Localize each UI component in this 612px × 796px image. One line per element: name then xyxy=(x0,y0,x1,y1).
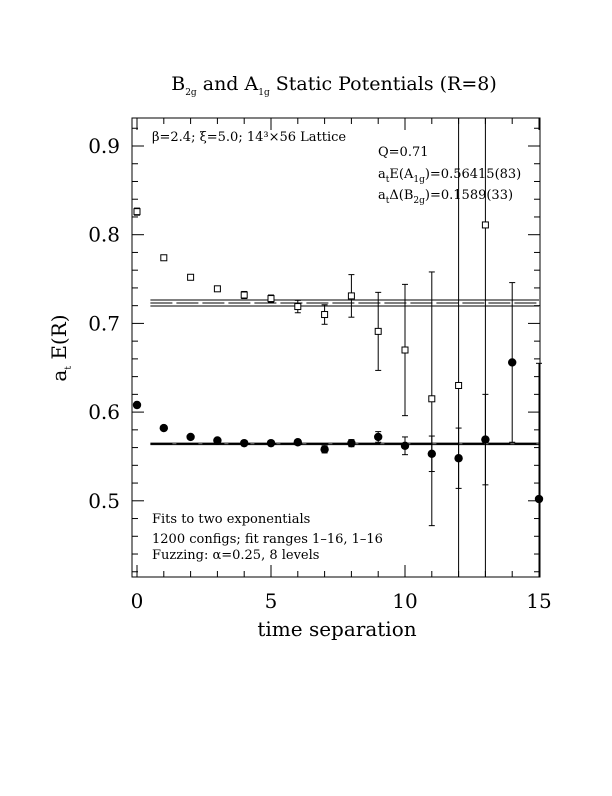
y-tick-label: 0.6 xyxy=(88,400,120,424)
b2g-point xyxy=(187,273,195,281)
lattice-annotation: β=2.4; ξ=5.0; 14³×56 Lattice xyxy=(152,130,346,145)
q-annotation: Q=0.71 xyxy=(378,145,429,160)
x-tick-label: 10 xyxy=(392,589,417,613)
plot-frame xyxy=(131,117,541,578)
b2g-point xyxy=(347,292,355,300)
error-bars xyxy=(134,118,542,577)
x-tick-label: 5 xyxy=(265,589,278,613)
title-sub1: 2g xyxy=(185,88,197,98)
delta-b2g-annotation: atΔ(B2g)=0.1589(33) xyxy=(378,188,513,206)
b2g-point xyxy=(294,303,302,311)
chart-title: B2g and A1g Static Potentials (R=8) xyxy=(171,73,497,98)
y-axis-title: at E(R) xyxy=(47,314,74,381)
b2g-point xyxy=(240,291,248,299)
b2g-point xyxy=(213,285,221,293)
y-axis-title-sub: t xyxy=(64,366,74,370)
a1g-point xyxy=(132,400,142,410)
title-prefix: B xyxy=(171,73,185,95)
y-tick-label: 0.9 xyxy=(88,134,120,158)
a1g-point xyxy=(186,432,195,442)
a1g-point xyxy=(481,435,490,444)
x-axis-title: time separation xyxy=(257,617,416,641)
b2g-point xyxy=(428,395,436,403)
a1g-point xyxy=(400,441,410,451)
a1g-point xyxy=(240,438,249,448)
y-tick-label: 0.8 xyxy=(88,223,120,247)
fuzzing-annotation: Fuzzing: α=0.25, 8 levels xyxy=(152,548,319,563)
y-tick-label: 0.5 xyxy=(88,489,120,513)
configs-annotation: 1200 configs; fit ranges 1–16, 1–16 xyxy=(152,532,383,547)
b2g-point xyxy=(133,208,141,216)
a1g-point xyxy=(213,436,222,445)
a1g-point xyxy=(347,438,356,448)
a1g-point xyxy=(508,358,517,367)
b2g-point xyxy=(455,381,463,389)
x-tick-label: 15 xyxy=(526,589,551,613)
a1g-point xyxy=(454,454,463,463)
y-axis-title-rest: E(R) xyxy=(47,314,71,366)
a1g-point xyxy=(293,438,302,447)
a1g-point xyxy=(266,438,276,448)
y-tick-label: 0.7 xyxy=(88,311,120,335)
title-suffix: Static Potentials (R=8) xyxy=(270,73,497,95)
title-mid: and A xyxy=(197,73,259,95)
b2g-point xyxy=(267,295,275,303)
b2g-point xyxy=(374,327,382,335)
title-sub2: 1g xyxy=(258,88,270,98)
energy-a1g-annotation: atE(A1g)=0.56415(83) xyxy=(378,167,521,185)
x-tick-label: 0 xyxy=(131,589,144,613)
b2g-point xyxy=(481,221,489,229)
a1g-point xyxy=(320,445,329,454)
a1g-point xyxy=(159,423,168,433)
b2g-point xyxy=(160,254,168,262)
y-axis-title-a: a xyxy=(47,370,71,382)
a1g-point xyxy=(534,494,544,504)
fits-annotation: Fits to two exponentials xyxy=(152,512,310,527)
data-markers xyxy=(132,208,544,504)
b2g-point xyxy=(401,346,409,354)
axis-ticks xyxy=(132,118,540,577)
a1g-point xyxy=(427,449,436,458)
b2g-point xyxy=(321,311,329,319)
a1g-point xyxy=(374,432,383,442)
axis-tick-labels: 0 5 10 15 0.5 0.6 0.7 0.8 0.9 xyxy=(88,134,552,613)
fit-lines xyxy=(150,299,539,446)
